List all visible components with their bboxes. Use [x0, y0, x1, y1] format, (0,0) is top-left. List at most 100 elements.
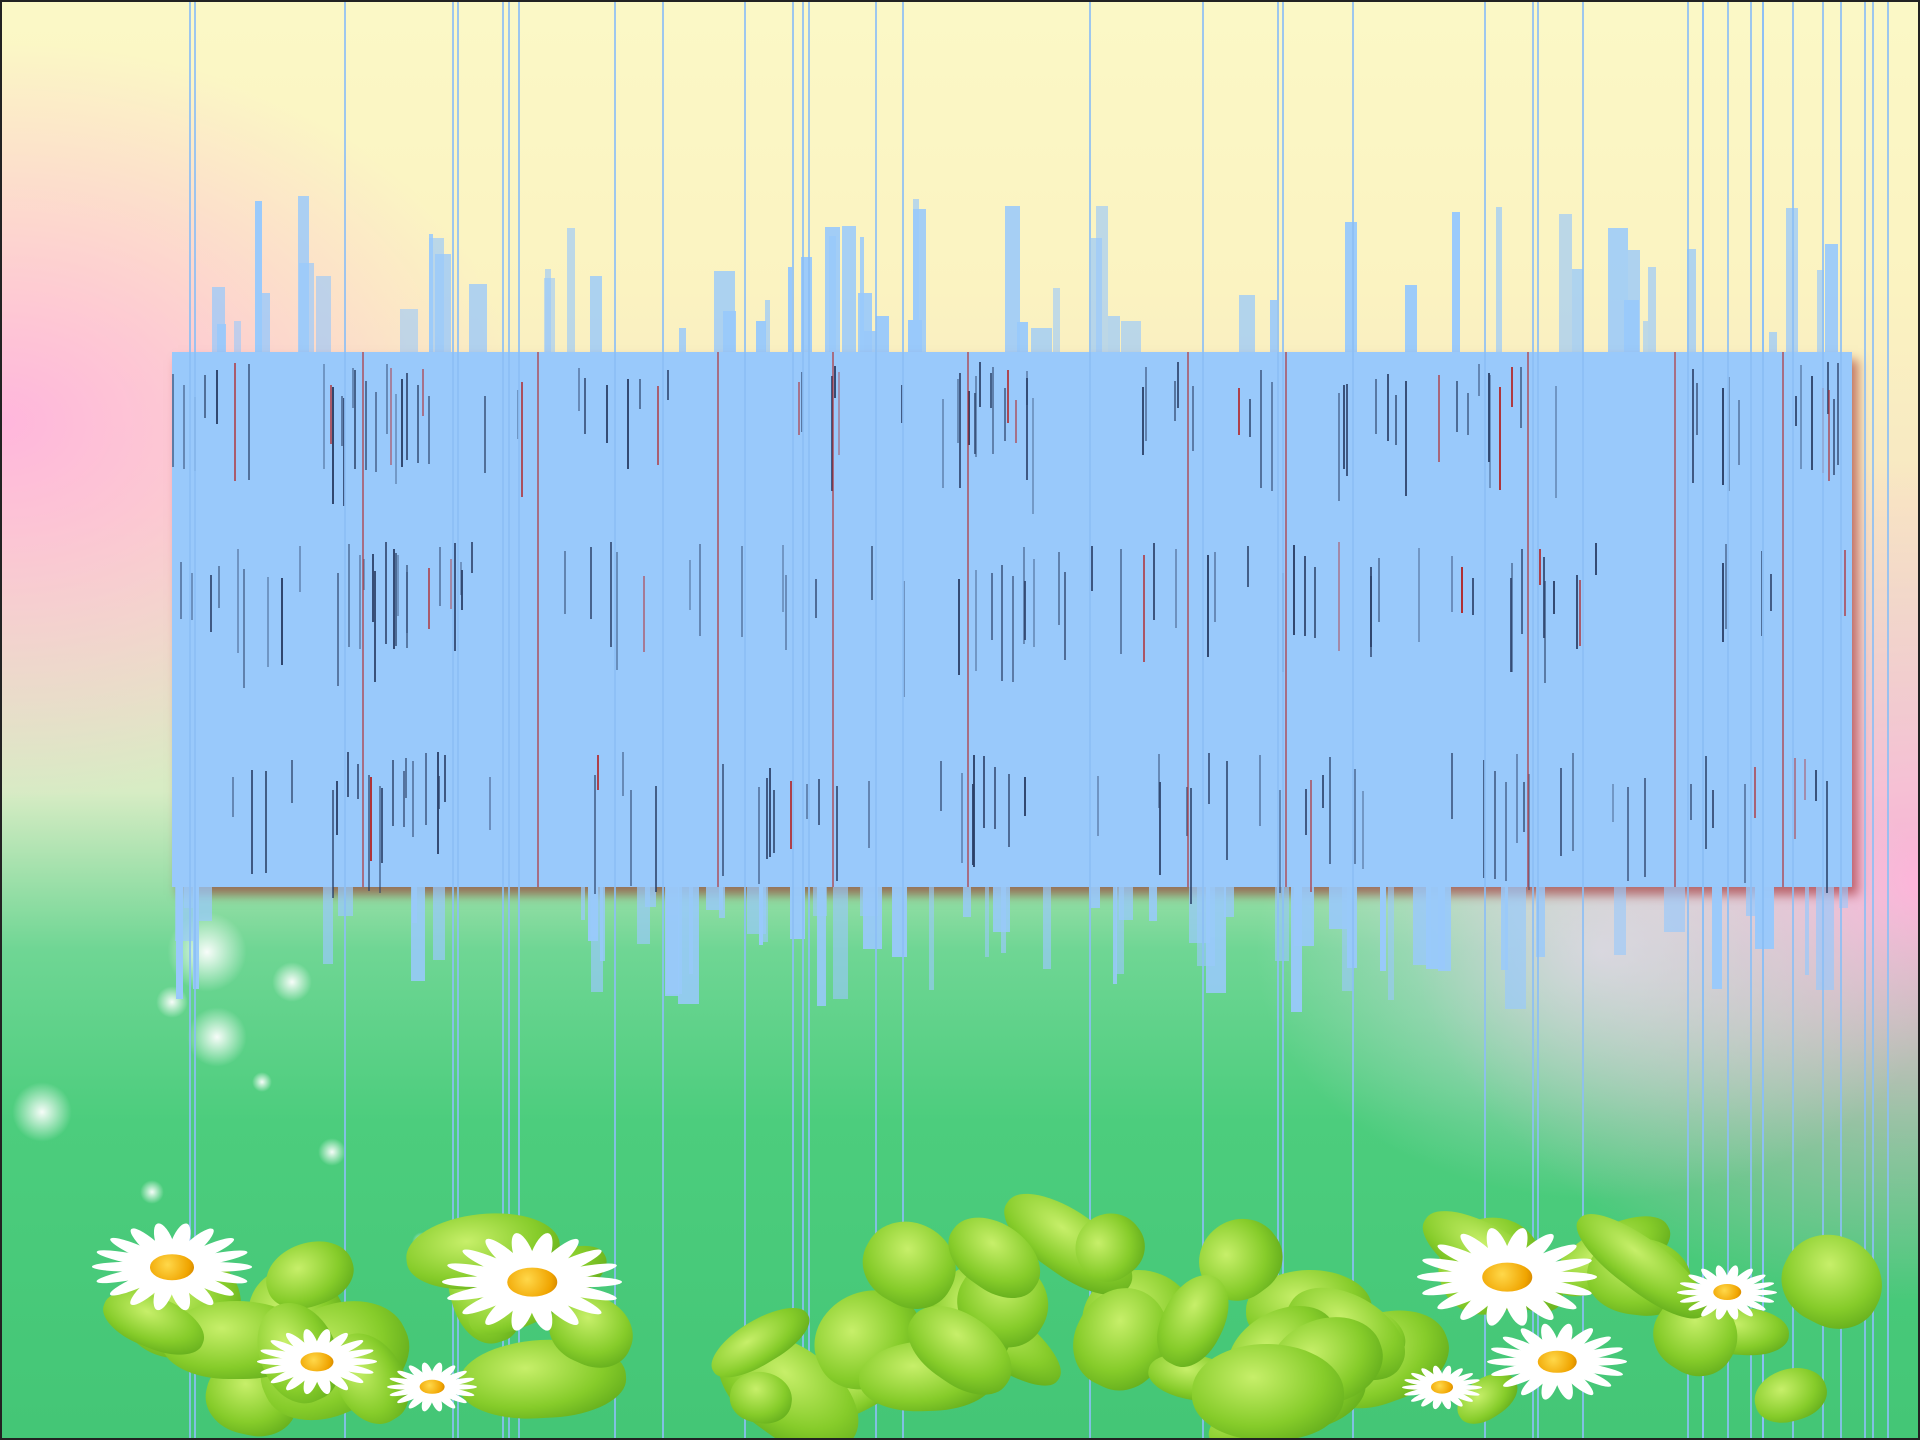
artifact-line — [502, 2, 504, 1438]
banner-fringe-strip — [929, 887, 934, 990]
artifact-line — [1532, 2, 1534, 1438]
glyph-fragment — [1722, 563, 1724, 642]
glyph-fragment — [234, 363, 236, 481]
glyph-fragment — [974, 393, 976, 454]
banner-fringe-strip — [1380, 887, 1386, 971]
glyph-fragment — [1304, 556, 1306, 636]
glyph-fragment — [365, 381, 367, 470]
glyph-fragment — [191, 573, 193, 620]
glyph-fragment — [484, 396, 486, 473]
glyph-fragment — [372, 554, 374, 622]
glyph-fragment — [1827, 362, 1829, 414]
glyph-fragment — [689, 560, 691, 610]
glyph-fragment — [785, 575, 787, 650]
glyph-fragment — [1722, 388, 1724, 485]
glyph-fragment — [1738, 400, 1740, 465]
glyph-separator — [967, 352, 969, 887]
glyph-fragment — [363, 559, 365, 590]
glyph-fragment — [437, 752, 439, 854]
glyph-fragment — [390, 368, 392, 465]
banner-fringe-strip — [1438, 887, 1451, 971]
banner-fringe-strip — [1270, 300, 1277, 352]
artifact-line — [1872, 2, 1874, 1438]
banner-glyph-fragments — [172, 352, 1852, 904]
glyph-fragment — [1145, 367, 1147, 441]
daisy-icon — [1487, 1323, 1627, 1401]
glyph-separator — [1782, 352, 1784, 887]
leaf-icon — [1748, 1359, 1833, 1431]
glyph-fragment — [1214, 552, 1216, 622]
banner-fringe-strip — [1031, 328, 1052, 352]
banner-fringe-strip — [1121, 321, 1141, 352]
glyph-fragment — [218, 566, 220, 608]
glyph-fragment — [610, 542, 612, 647]
banner-fringe-strip — [590, 276, 602, 352]
glyph-fragment — [806, 784, 808, 819]
artifact-line — [1537, 2, 1539, 1438]
glyph-fragment — [406, 565, 408, 648]
glyph-fragment — [942, 399, 944, 488]
banner-fringe-strip — [1501, 887, 1508, 970]
banner-fringe-strip — [400, 309, 418, 352]
artifact-line — [1352, 2, 1354, 1438]
glyph-fragment — [979, 362, 981, 407]
glyph-fragment — [1544, 581, 1546, 683]
banner-fringe-strip — [323, 887, 333, 964]
glyph-fragment — [406, 373, 408, 460]
banner-fringe-strip — [678, 887, 699, 1004]
artifact-line — [792, 2, 794, 1438]
glyph-fragment — [1159, 782, 1161, 875]
banner-fringe-strip — [1687, 249, 1696, 352]
glyph-fragment — [1572, 753, 1574, 851]
daisy-icon — [92, 1222, 252, 1312]
glyph-fragment — [578, 368, 580, 411]
glyph-fragment — [251, 770, 253, 874]
banner-fringe-strip — [1043, 887, 1051, 969]
glyph-fragment — [1794, 758, 1796, 839]
banner-fringe-strip — [1746, 887, 1759, 916]
banner-fringe-strip — [1769, 332, 1777, 352]
glyph-fragment — [1175, 549, 1177, 628]
artifact-line — [1887, 2, 1889, 1438]
banner-fringe-strip — [892, 887, 907, 957]
glyph-fragment — [1004, 388, 1006, 441]
banner-fringe-strip — [963, 887, 971, 917]
glyph-fragment — [1833, 399, 1835, 475]
glyph-fragment — [397, 555, 399, 616]
glyph-separator — [537, 352, 539, 887]
banner-fringe-strip — [1149, 887, 1157, 921]
glyph-fragment — [412, 761, 414, 837]
glyph-fragment — [564, 551, 566, 614]
banner-fringe-strip — [833, 887, 848, 999]
artifact-line — [189, 2, 191, 1438]
artifact-line — [1089, 2, 1091, 1438]
glyph-fragment — [1488, 373, 1490, 462]
glyph-fragment — [1499, 387, 1501, 490]
glyph-fragment — [1579, 580, 1581, 646]
glyph-fragment — [655, 786, 657, 892]
glyph-fragment — [1528, 774, 1530, 890]
glyph-fragment — [940, 761, 942, 811]
glyph-fragment — [606, 385, 608, 443]
sparkle-icon — [252, 1072, 272, 1092]
banner-fringe-strip — [756, 321, 766, 352]
artifact-line — [1727, 2, 1729, 1438]
glyph-separator — [717, 352, 719, 887]
banner-fringe-strip — [1614, 887, 1626, 955]
banner-fringe-strip — [1825, 244, 1838, 352]
banner-fringe-strip — [469, 284, 487, 352]
artifact-line — [1864, 2, 1866, 1438]
glyph-fragment — [1627, 787, 1629, 881]
artifact-line — [902, 2, 904, 1438]
artifact-line — [194, 2, 196, 1438]
glyph-fragment — [1744, 784, 1746, 883]
glyph-fragment — [1725, 544, 1727, 629]
glyph-fragment — [990, 373, 992, 408]
glyph-fragment — [1226, 761, 1228, 860]
artifact-line — [1282, 2, 1284, 1438]
banner-fringe-strip — [765, 300, 770, 352]
artifact-line — [1792, 2, 1794, 1438]
banner-fringe-strip — [298, 196, 309, 352]
artifact-line — [518, 2, 520, 1438]
glyph-fragment — [401, 379, 403, 467]
